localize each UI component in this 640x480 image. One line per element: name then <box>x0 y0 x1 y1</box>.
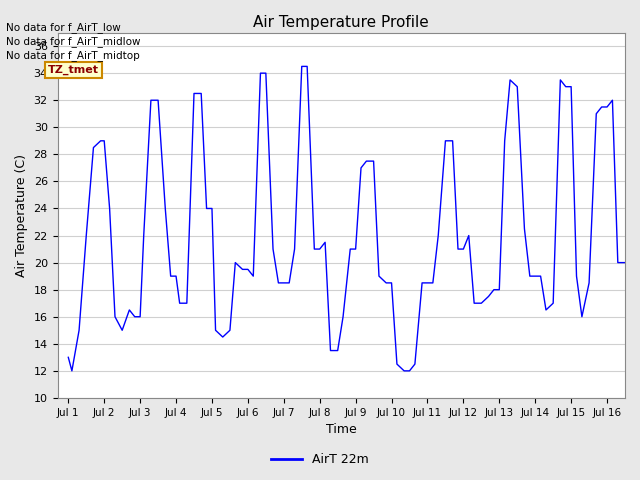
Text: TZ_tmet: TZ_tmet <box>48 65 99 75</box>
X-axis label: Time: Time <box>326 423 356 436</box>
Title: Air Temperature Profile: Air Temperature Profile <box>253 15 429 30</box>
Text: No data for f_AirT_low: No data for f_AirT_low <box>6 22 121 33</box>
Y-axis label: Air Temperature (C): Air Temperature (C) <box>15 154 28 277</box>
Text: No data for f_AirT_midlow: No data for f_AirT_midlow <box>6 36 141 47</box>
Text: No data for f_AirT_midtop: No data for f_AirT_midtop <box>6 50 140 61</box>
Legend: AirT 22m: AirT 22m <box>266 448 374 471</box>
